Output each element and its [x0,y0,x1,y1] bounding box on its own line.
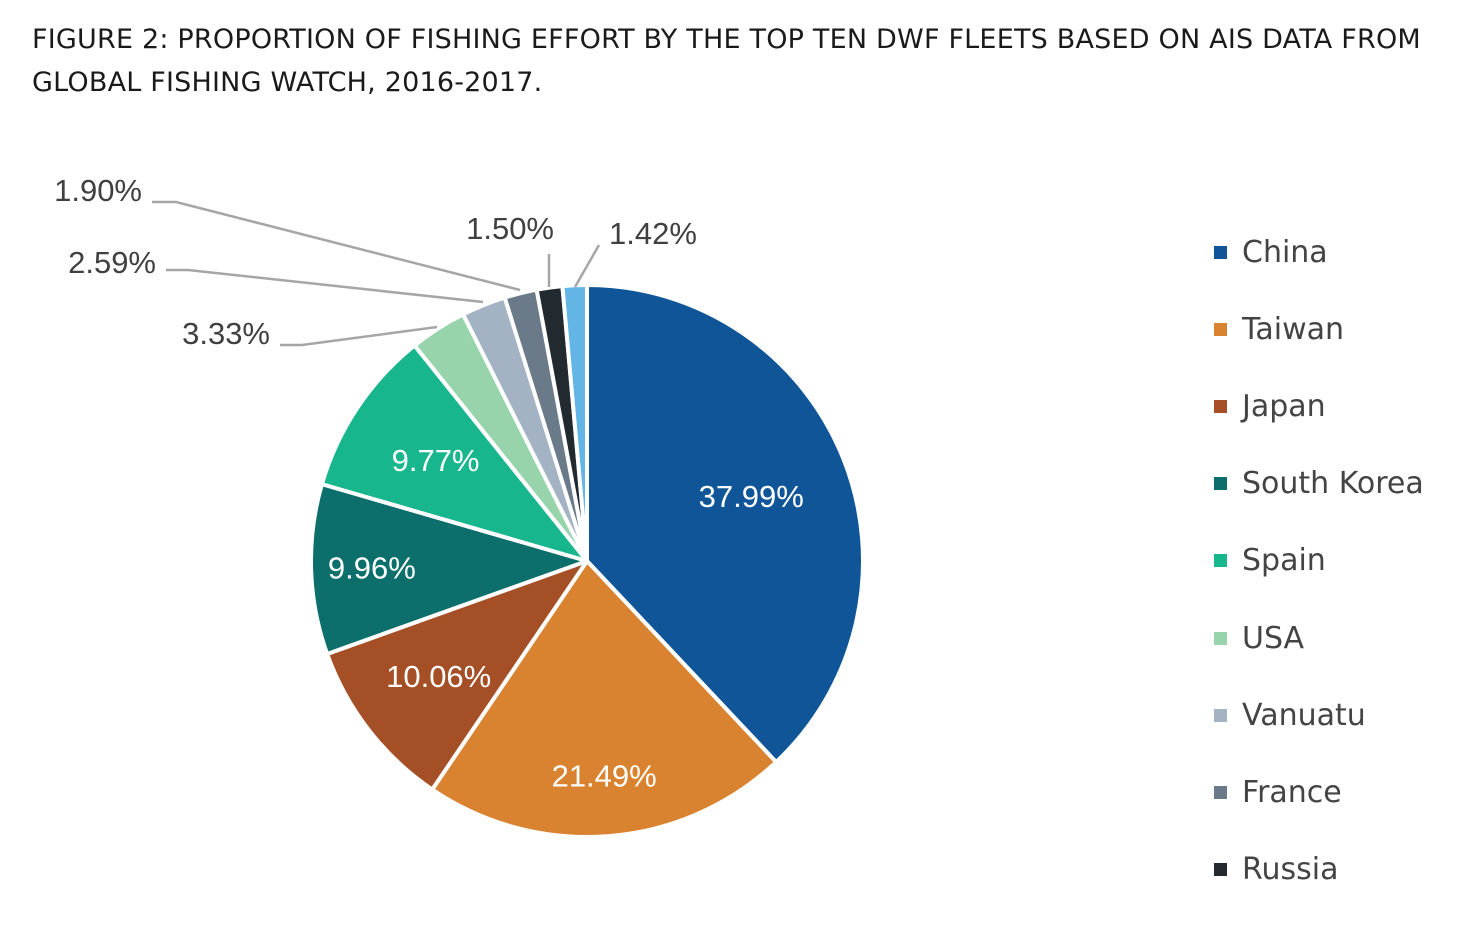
leader-line-france [152,200,521,292]
data-label-china: 37.99% [699,479,804,514]
data-label-france: 1.90% [54,173,142,208]
legend-swatch [1214,554,1227,568]
pie-slice-spain [319,343,589,563]
legend-swatch [1214,863,1227,877]
legend-label: Taiwan [1242,311,1345,347]
legend-label: Russia [1242,852,1339,888]
pie-slice-japan [325,559,589,792]
pie-slice-taiwan [430,559,779,839]
legend-item-china: China [1214,232,1328,272]
pie-slice-south-korea [309,482,589,656]
legend-label: China [1242,234,1328,270]
legend-swatch [1214,477,1227,491]
leader-line-usa [280,325,438,347]
data-label-vanuatu: 2.59% [68,245,156,280]
data-label-slice-10: 1.42% [609,216,697,251]
legend-label: Japan [1242,388,1326,424]
legend-item-vanuatu: Vanuatu [1214,695,1366,735]
legend-label: USA [1242,620,1305,656]
leader-line-slice-10 [573,244,601,288]
pie-slice-china [585,283,865,765]
data-label-japan: 10.06% [386,659,491,694]
legend-item-russia: Russia [1214,850,1339,890]
legend-label: Vanuatu [1242,697,1366,733]
legend-swatch [1214,708,1227,722]
legend-label: South Korea [1242,466,1424,502]
legend-swatch [1214,785,1227,799]
data-label-usa: 3.33% [182,316,270,351]
legend-item-taiwan: Taiwan [1214,309,1344,349]
legend-swatch [1214,245,1227,259]
legend-label: Spain [1242,543,1326,579]
legend-item-spain: Spain [1214,541,1326,581]
data-label-taiwan: 21.49% [552,759,657,794]
leader-line-vanuatu [166,268,484,304]
legend-label: France [1242,774,1342,810]
legend-swatch [1214,399,1227,413]
data-label-spain: 9.77% [392,443,480,478]
legend-swatch [1214,322,1227,336]
legend-item-france: France [1214,772,1342,812]
data-label-south-korea: 9.96% [328,551,416,586]
data-label-russia: 1.50% [466,211,554,246]
legend-item-south-korea: South Korea [1214,464,1424,504]
legend-swatch [1214,631,1227,645]
legend-item-japan: Japan [1214,386,1326,426]
legend-item-usa: USA [1214,618,1304,658]
figure-title: FIGURE 2: PROPORTION OF FISHING EFFORT B… [32,24,1421,98]
